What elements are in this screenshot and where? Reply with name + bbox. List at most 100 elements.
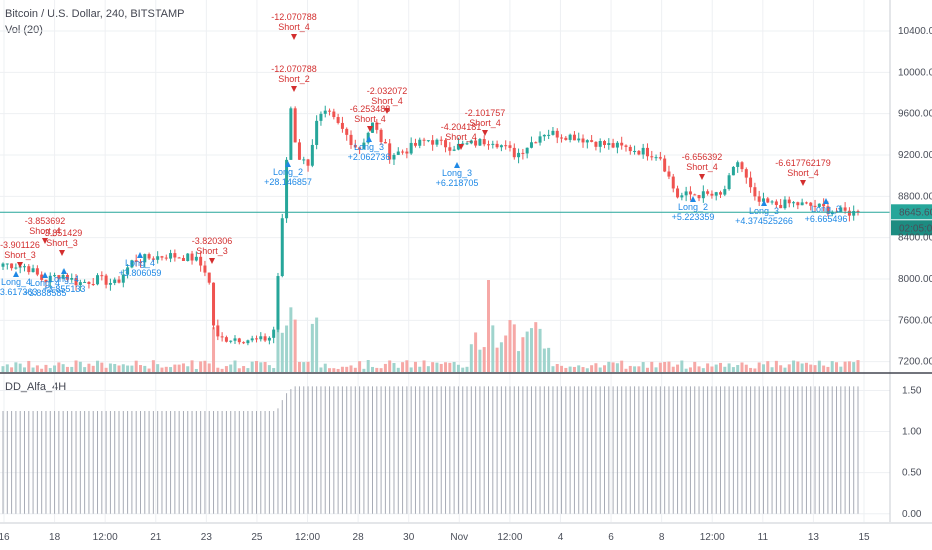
candle-body	[186, 253, 190, 261]
volume-bar	[186, 366, 190, 372]
price-tick-label: 8400.00	[898, 233, 932, 244]
candle-body	[499, 145, 503, 148]
volume-bar	[5, 364, 9, 372]
volume-bar	[173, 364, 177, 372]
volume-bar	[366, 360, 370, 372]
candle-body	[658, 157, 662, 159]
candle-body	[710, 193, 714, 196]
candle-body	[688, 191, 692, 195]
candle-body	[306, 159, 310, 166]
volume-bar	[190, 360, 194, 372]
candle-body	[624, 145, 628, 147]
candle-body	[727, 175, 731, 190]
candle-body	[731, 166, 735, 176]
candle-body	[160, 256, 164, 258]
signal-label: Long_4	[1, 277, 31, 287]
candle-body	[87, 281, 91, 284]
candle-body	[671, 176, 675, 189]
volume-bar	[779, 365, 783, 372]
arrow-down-icon	[291, 34, 297, 40]
candle-body	[787, 199, 791, 204]
volume-bar	[14, 362, 18, 372]
candle-body	[164, 257, 168, 259]
volume-bar	[560, 365, 564, 372]
volume-bar	[603, 365, 607, 372]
candle-body	[96, 275, 100, 285]
grid	[0, 0, 890, 522]
arrow-up-icon	[761, 200, 767, 206]
arrow-up-icon	[454, 162, 460, 168]
volume-bar	[276, 306, 280, 372]
signal-label: Short_4	[787, 168, 819, 178]
volume-bar	[345, 366, 349, 372]
candle-body	[134, 260, 138, 262]
candle-body	[126, 267, 130, 275]
signal-value: -3.851429	[42, 228, 83, 238]
price-tick-label: 8000.00	[898, 274, 932, 285]
signal-value: -3.820306	[192, 236, 233, 246]
candle-body	[538, 136, 542, 143]
arrow-down-icon	[367, 126, 373, 132]
indicator-bars	[2, 386, 859, 514]
volume-bar	[607, 361, 611, 372]
candle-body	[362, 142, 366, 150]
candle-body	[706, 191, 710, 194]
candle-body	[65, 274, 69, 280]
candle-body	[242, 342, 246, 344]
candle-body	[482, 139, 486, 145]
candle-body	[151, 258, 155, 260]
volume-bar	[611, 362, 615, 372]
candle-body	[401, 151, 405, 153]
volume-bar	[91, 365, 95, 372]
candle-body	[418, 139, 422, 146]
candle-body	[190, 253, 194, 261]
volume-bar	[804, 362, 808, 372]
volume-bar	[856, 360, 860, 372]
volume-bar	[319, 367, 323, 372]
volume-bar	[787, 364, 791, 372]
candle-body	[697, 195, 701, 199]
time-tick-label: 8	[659, 532, 665, 543]
candle-body	[323, 110, 327, 114]
volume-bar	[70, 366, 74, 372]
signal-value: +6.218705	[436, 178, 479, 188]
volume-bar	[439, 363, 443, 372]
candle-body	[654, 157, 658, 159]
candle-body	[633, 150, 637, 152]
volume-bar	[727, 363, 731, 372]
volume-bar	[328, 368, 332, 372]
volume-bar	[697, 366, 701, 372]
candle-body	[603, 141, 607, 146]
volume-bar	[813, 365, 817, 372]
volume-bar	[469, 344, 473, 372]
volume-bar	[581, 367, 585, 372]
candle-body	[800, 202, 804, 206]
candle-body	[448, 147, 452, 151]
volume-bar	[667, 361, 671, 372]
volume-bar	[74, 360, 78, 372]
time-tick-label: Nov	[450, 532, 468, 543]
candle-body	[272, 329, 276, 338]
volume-bar	[448, 362, 452, 372]
volume-bar	[852, 362, 856, 372]
volume-bar	[10, 367, 14, 372]
candle-body	[14, 267, 18, 269]
candle-body	[340, 122, 344, 129]
volume-bar	[650, 361, 654, 372]
last-price-badge	[891, 204, 932, 220]
candle-body	[628, 146, 632, 152]
volume-bar	[113, 363, 117, 372]
candle-body	[508, 145, 512, 148]
candle-body	[173, 253, 177, 258]
candle-body	[813, 205, 817, 207]
signal-label: Short_4	[29, 226, 61, 236]
volume-bar	[491, 325, 495, 372]
candle-body	[5, 263, 9, 265]
candle-body	[667, 171, 671, 177]
volume-bar	[259, 362, 263, 372]
